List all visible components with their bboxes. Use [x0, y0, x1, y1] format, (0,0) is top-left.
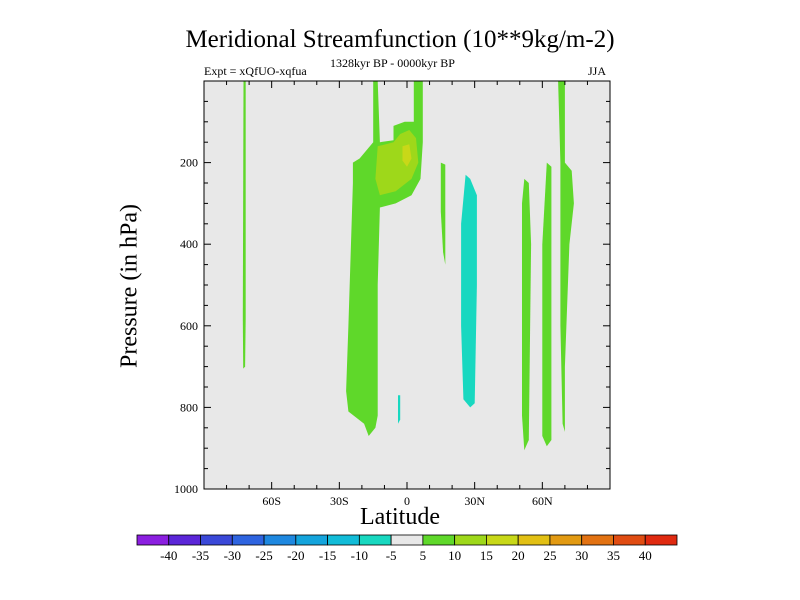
y-tick-label-0: 200 — [180, 156, 198, 170]
colorbar-box — [549, 534, 583, 546]
contour-region-band-15n — [440, 162, 446, 265]
colorbar-box — [613, 534, 646, 546]
x-axis-label: Latitude — [360, 504, 440, 530]
colorbar-label: -10 — [351, 548, 368, 563]
colorbar-label: 35 — [607, 548, 620, 563]
x-tick-label-0: 60S — [262, 494, 281, 508]
axis-ticks: 60S 30S 0 30N 60N 200 400 600 800 1000 — [174, 81, 610, 508]
colorbar-label: -20 — [287, 548, 304, 563]
contour-region-band-52n — [522, 178, 532, 451]
colorbar-box — [581, 534, 614, 546]
contour-regions — [242, 81, 574, 451]
colorbar-label: 15 — [480, 548, 493, 563]
period-label: 1328kyr BP - 0000kyr BP — [330, 56, 455, 70]
contour-region-cell-tropical-core — [402, 144, 412, 167]
colorbar-box — [200, 534, 233, 546]
contour-region-band-70s — [242, 81, 246, 369]
contour-region-band-62n — [542, 162, 552, 447]
colorbar-box — [168, 534, 201, 546]
season-label: JJA — [588, 64, 607, 78]
colorbar-box — [390, 534, 424, 546]
colorbar-box — [231, 534, 265, 546]
colorbar-label: -25 — [255, 548, 272, 563]
colorbar-label: 30 — [575, 548, 588, 563]
colorbar-box — [295, 534, 328, 546]
x-tick-label-4: 60N — [532, 494, 553, 508]
y-tick-label-2: 600 — [180, 319, 198, 333]
colorbar-label: -15 — [319, 548, 336, 563]
x-tick-label-1: 30S — [330, 494, 349, 508]
colorbar-box — [517, 534, 551, 546]
x-tick-label-2: 0 — [404, 494, 410, 508]
colorbar-label: 10 — [448, 548, 461, 563]
colorbar-box — [327, 534, 360, 546]
colorbar-label: 25 — [543, 548, 556, 563]
y-tick-label-4: 1000 — [174, 482, 198, 496]
colorbar-label: -5 — [386, 548, 397, 563]
colorbar-box — [454, 534, 487, 546]
colorbar-label: -35 — [192, 548, 209, 563]
y-tick-label-3: 800 — [180, 400, 198, 414]
colorbar-label: -40 — [160, 548, 177, 563]
chart-title: Meridional Streamfunction (10**9kg/m-2) — [185, 26, 615, 53]
colorbar-box — [486, 534, 519, 546]
colorbar-box — [422, 534, 456, 546]
x-tick-label-3: 30N — [464, 494, 485, 508]
y-tick-label-1: 400 — [180, 237, 198, 251]
colorbar-box — [644, 534, 678, 546]
colorbar-label: 20 — [512, 548, 525, 563]
contour-region-patch-2s — [398, 395, 401, 424]
colorbar-label: 5 — [420, 548, 427, 563]
colorbar-box — [358, 534, 392, 546]
experiment-label: Expt = xQfUO-xqfua — [204, 64, 307, 78]
contour-region-band-70n — [558, 81, 574, 432]
colorbar-box — [263, 534, 297, 546]
colorbar-label: 40 — [639, 548, 652, 563]
colorbar-box — [136, 534, 170, 546]
colorbar-label: -30 — [224, 548, 241, 563]
contour-region-cell-30n — [461, 174, 477, 408]
